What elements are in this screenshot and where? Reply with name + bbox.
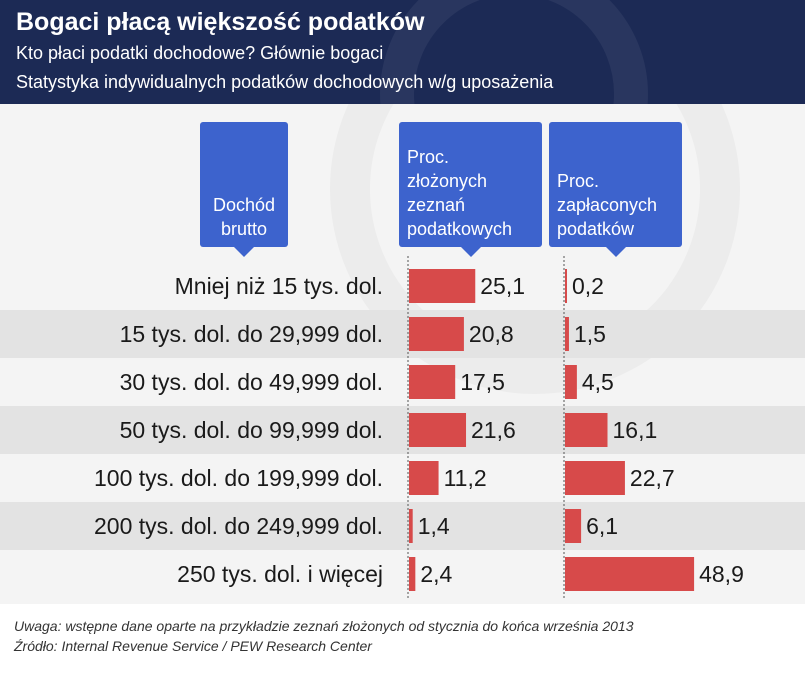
data-label: 21,6: [471, 417, 516, 443]
bar-paid: [565, 557, 695, 591]
data-label: 20,8: [469, 321, 514, 347]
data-label: 25,1: [480, 273, 525, 299]
column-header-income: Dochód brutto: [200, 122, 288, 257]
footer-source: Źródło: Internal Revenue Service / PEW R…: [14, 638, 372, 654]
category-label: Mniej niż 15 tys. dol.: [175, 273, 383, 299]
bar-paid: [565, 365, 577, 399]
bar-returns: [409, 317, 464, 351]
data-label: 0,2: [572, 273, 604, 299]
data-label: 22,7: [630, 465, 675, 491]
category-label: 50 tys. dol. do 99,999 dol.: [120, 417, 383, 443]
bar-returns: [409, 269, 476, 303]
bar-paid: [565, 509, 582, 543]
row-stripe: [0, 310, 805, 358]
data-label: 6,1: [586, 513, 618, 539]
footer-note: Uwaga: wstępne dane oparte na przykładzi…: [14, 618, 634, 634]
data-label: 4,5: [582, 369, 614, 395]
column-header-returns-label: Proc. złożonych zeznań podatkowych: [407, 147, 513, 239]
data-label: 17,5: [460, 369, 505, 395]
chart-subtitle: Kto płaci podatki dochodowe? Głównie bog…: [16, 43, 384, 63]
data-label: 2,4: [420, 561, 452, 587]
row-stripe: [0, 406, 805, 454]
data-label: 16,1: [613, 417, 658, 443]
bar-returns: [409, 509, 413, 543]
data-label: 48,9: [699, 561, 744, 587]
data-label: 1,4: [418, 513, 450, 539]
column-header-paid: Proc. zapłaconych podatków: [549, 122, 682, 257]
bar-paid: [565, 317, 569, 351]
bar-returns: [409, 461, 439, 495]
bar-returns: [409, 557, 416, 591]
category-label: 30 tys. dol. do 49,999 dol.: [120, 369, 383, 395]
bar-paid: [565, 269, 567, 303]
column-header-paid-label: Proc. zapłaconych podatków: [557, 171, 658, 239]
data-label: 1,5: [574, 321, 606, 347]
category-label: 200 tys. dol. do 249,999 dol.: [94, 513, 383, 539]
bar-paid: [565, 413, 608, 447]
chart-title: Bogaci płacą większość podatków: [16, 8, 425, 36]
bar-paid: [565, 461, 625, 495]
data-label: 11,2: [444, 465, 487, 491]
column-header-income-label: Dochód brutto: [212, 195, 276, 239]
bar-returns: [409, 413, 467, 447]
bar-returns: [409, 365, 456, 399]
chart-header: Bogaci płacą większość podatków Kto płac…: [0, 0, 805, 104]
row-stripe: [0, 502, 805, 550]
category-label: 15 tys. dol. do 29,999 dol.: [120, 321, 383, 347]
category-label: 100 tys. dol. do 199,999 dol.: [94, 465, 383, 491]
column-header-returns: Proc. złożonych zeznań podatkowych: [399, 122, 542, 257]
category-label: 250 tys. dol. i więcej: [177, 561, 383, 587]
chart-subtitle-2: Statystyka indywidualnych podatków docho…: [16, 72, 554, 92]
